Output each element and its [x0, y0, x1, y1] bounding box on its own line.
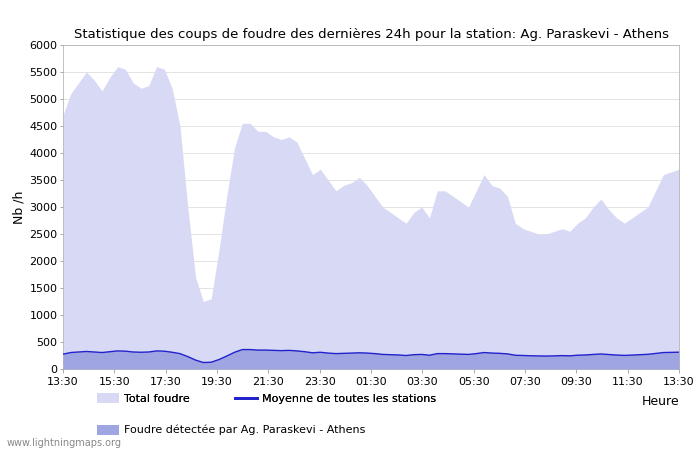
- Y-axis label: Nb /h: Nb /h: [12, 190, 25, 224]
- Legend: Foudre détectée par Ag. Paraskevi - Athens: Foudre détectée par Ag. Paraskevi - Athe…: [97, 425, 365, 436]
- Text: Heure: Heure: [641, 395, 679, 408]
- Legend: Total foudre, Moyenne de toutes les stations: Total foudre, Moyenne de toutes les stat…: [97, 393, 436, 404]
- Text: www.lightningmaps.org: www.lightningmaps.org: [7, 438, 122, 448]
- Title: Statistique des coups de foudre des dernières 24h pour la station: Ag. Paraskevi: Statistique des coups de foudre des dern…: [74, 28, 668, 41]
